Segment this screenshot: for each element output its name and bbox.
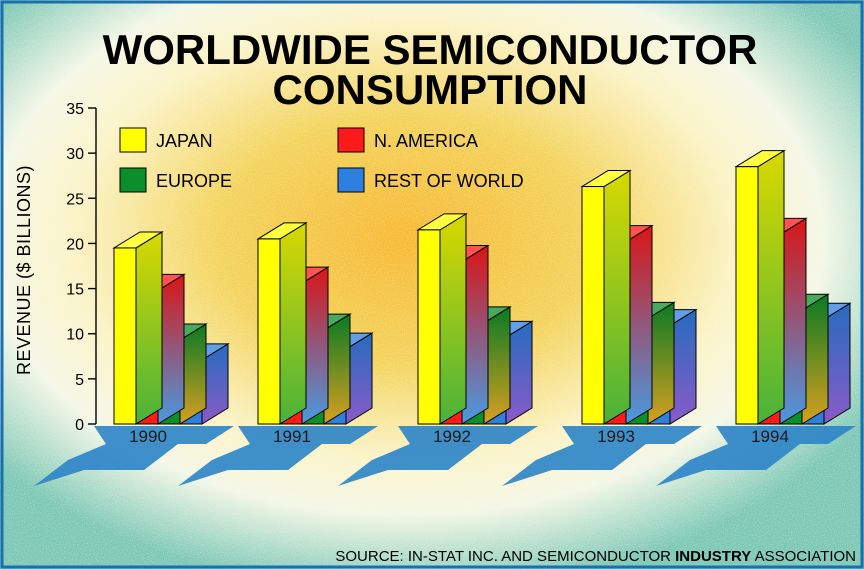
floor-band	[178, 426, 378, 486]
bar-group	[580, 169, 698, 425]
x-axis-bands: 1990 1991 1992 1993 1994	[34, 426, 856, 486]
x-tick-label: 1992	[433, 427, 471, 446]
bar-front	[417, 229, 441, 425]
bar-front	[581, 186, 605, 425]
x-tick-label: 1990	[129, 427, 167, 446]
y-tick-label: 0	[75, 417, 84, 434]
y-axis-label: REVENUE ($ BILLIONS)	[14, 165, 34, 375]
legend-item: JAPAN	[119, 127, 213, 153]
y-tick-label: 30	[66, 146, 84, 163]
legend-item: REST OF WORLD	[337, 167, 524, 193]
chart-title-line-1: WORLDWIDE SEMICONDUCTOR	[103, 26, 758, 73]
bar	[734, 149, 786, 425]
y-tick-label: 15	[66, 282, 84, 299]
bar	[256, 222, 308, 425]
y-tick-label: 35	[66, 101, 84, 118]
y-tick-label: 20	[66, 236, 84, 253]
bar-side	[279, 222, 307, 425]
x-tick-label: 1991	[273, 427, 311, 446]
x-tick-label: 1993	[597, 427, 635, 446]
legend: JAPAN N. AMERICA EUROPE REST OF WORLD	[119, 127, 524, 193]
bar-group	[416, 212, 534, 425]
bar-group	[256, 222, 374, 425]
x-tick-label: 1994	[751, 427, 789, 446]
legend-swatch	[119, 127, 147, 153]
chart-title-line-2: CONSUMPTION	[273, 66, 588, 113]
bar-side	[135, 231, 163, 425]
bar-side	[757, 149, 785, 425]
legend-label: REST OF WORLD	[374, 171, 524, 191]
bar-front	[113, 247, 137, 425]
y-tick-label: 10	[66, 327, 84, 344]
bar	[112, 231, 164, 425]
legend-label: EUROPE	[156, 171, 232, 191]
bar	[416, 212, 468, 425]
source-note-suffix: ASSOCIATION	[751, 548, 856, 565]
source-note-prefix: SOURCE: IN-STAT INC. AND SEMICONDUCTOR	[335, 548, 675, 565]
legend-label: JAPAN	[156, 131, 213, 151]
bar-group	[112, 231, 230, 425]
bar-side	[603, 169, 631, 425]
bar-group	[734, 149, 852, 425]
legend-item: N. AMERICA	[337, 127, 478, 153]
legend-item: EUROPE	[119, 167, 232, 193]
bar-front	[735, 166, 759, 425]
bars-layer	[112, 149, 852, 425]
legend-swatch	[337, 127, 365, 153]
bar-front	[257, 238, 281, 425]
bar-side	[439, 212, 467, 425]
source-note-bold: INDUSTRY	[675, 548, 751, 565]
floor-band	[656, 426, 856, 486]
y-tick-label: 25	[66, 191, 84, 208]
legend-label: N. AMERICA	[374, 131, 478, 151]
y-axis: 0 5 10 15 20 25 30 35	[66, 101, 97, 434]
source-note: SOURCE: IN-STAT INC. AND SEMICONDUCTOR I…	[335, 548, 856, 565]
legend-swatch	[337, 167, 365, 193]
y-tick-label: 5	[75, 372, 84, 389]
floor-band	[338, 426, 538, 486]
legend-swatch	[119, 167, 147, 193]
bar	[580, 169, 632, 425]
floor-band	[502, 426, 702, 486]
floor-band	[34, 426, 234, 486]
chart-title: WORLDWIDE SEMICONDUCTOR CONSUMPTION	[103, 26, 758, 113]
